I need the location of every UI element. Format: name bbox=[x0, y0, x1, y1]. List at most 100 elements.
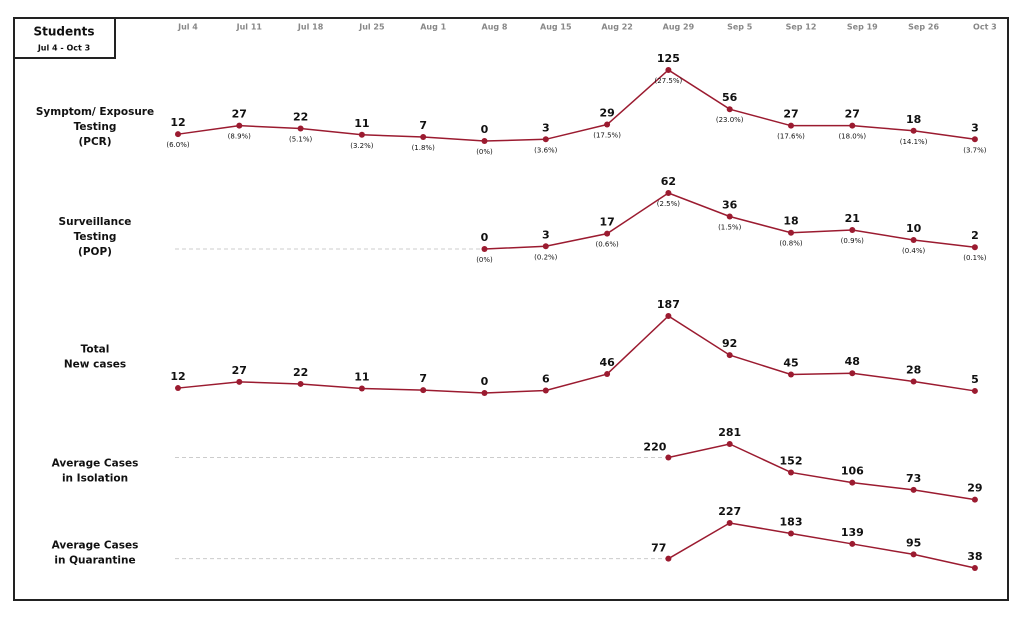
value-label: 7 bbox=[419, 372, 427, 385]
value-label: 11 bbox=[354, 370, 369, 383]
value-label: 77 bbox=[651, 542, 666, 555]
title-box bbox=[13, 17, 116, 59]
value-label: 3 bbox=[971, 121, 979, 134]
value-label: 2 bbox=[971, 229, 979, 242]
value-label: 125 bbox=[657, 52, 680, 65]
share-label: (0%) bbox=[476, 148, 493, 156]
point bbox=[726, 441, 733, 447]
value-label: 56 bbox=[722, 91, 738, 104]
share-label: (1.8%) bbox=[412, 144, 436, 152]
value-label: 21 bbox=[845, 212, 860, 225]
value-label: 27 bbox=[783, 108, 798, 121]
share-label: (1.5%) bbox=[718, 223, 742, 231]
point bbox=[726, 520, 733, 526]
point bbox=[788, 371, 794, 378]
x-tick-label: Oct 3 bbox=[973, 23, 997, 32]
value-label: 18 bbox=[783, 215, 798, 228]
x-tick-label: Jul 11 bbox=[236, 23, 263, 32]
value-label: 11 bbox=[354, 117, 369, 130]
value-label: 27 bbox=[845, 108, 860, 121]
x-tick-label: Aug 22 bbox=[601, 23, 633, 32]
point bbox=[910, 551, 917, 558]
value-label: 22 bbox=[293, 111, 308, 124]
share-label: (17.6%) bbox=[777, 133, 805, 141]
point bbox=[175, 131, 181, 138]
share-label: (14.1%) bbox=[900, 138, 928, 146]
value-label: 27 bbox=[232, 364, 247, 377]
share-label: (0.2%) bbox=[534, 253, 558, 261]
point bbox=[481, 390, 488, 396]
point bbox=[971, 387, 978, 394]
value-label: 38 bbox=[967, 550, 982, 563]
point bbox=[420, 134, 427, 141]
row-label-line: Symptom/ Exposure bbox=[36, 106, 154, 118]
point bbox=[910, 486, 917, 493]
point bbox=[788, 469, 794, 476]
value-label: 139 bbox=[841, 526, 864, 539]
point bbox=[420, 387, 427, 394]
point bbox=[971, 564, 978, 571]
share-label: (5.1%) bbox=[289, 136, 313, 144]
point bbox=[849, 122, 856, 129]
value-label: 62 bbox=[661, 175, 676, 188]
share-label: (8.9%) bbox=[228, 133, 252, 141]
share-label: (3.2%) bbox=[350, 142, 374, 150]
x-tick-label: Aug 1 bbox=[420, 23, 446, 32]
series-line bbox=[668, 443, 976, 501]
point bbox=[910, 378, 917, 385]
point bbox=[665, 190, 672, 196]
point bbox=[849, 227, 856, 234]
row-label-line: Average Cases bbox=[52, 458, 139, 470]
value-label: 227 bbox=[718, 505, 741, 518]
share-label: (3.6%) bbox=[534, 146, 558, 154]
value-label: 3 bbox=[542, 228, 550, 241]
point bbox=[726, 106, 733, 113]
point bbox=[910, 127, 917, 134]
value-label: 281 bbox=[718, 426, 741, 439]
share-label: (17.5%) bbox=[593, 132, 621, 140]
point bbox=[236, 378, 243, 385]
value-label: 17 bbox=[599, 216, 614, 229]
share-label: (0.9%) bbox=[841, 237, 865, 245]
share-label: (6.0%) bbox=[166, 141, 190, 149]
value-label: 3 bbox=[542, 121, 550, 134]
value-label: 22 bbox=[293, 366, 308, 379]
value-label: 0 bbox=[481, 375, 489, 388]
point bbox=[726, 352, 733, 359]
row-label-line: (POP) bbox=[78, 246, 112, 258]
share-label: (3.7%) bbox=[963, 146, 987, 154]
share-label: (0.8%) bbox=[779, 240, 803, 248]
x-tick-label: Sep 5 bbox=[727, 23, 753, 32]
value-label: 7 bbox=[419, 119, 427, 132]
point bbox=[910, 236, 917, 243]
value-label: 28 bbox=[906, 363, 921, 376]
value-label: 36 bbox=[722, 198, 738, 211]
point bbox=[788, 229, 794, 236]
point bbox=[849, 540, 856, 547]
point bbox=[849, 479, 856, 486]
row-label-line: Surveillance bbox=[59, 216, 132, 228]
value-label: 27 bbox=[232, 108, 247, 121]
x-tick-label: Jul 4 bbox=[177, 23, 198, 32]
share-label: (0.4%) bbox=[902, 247, 926, 255]
row-label-line: in Isolation bbox=[62, 473, 128, 485]
value-label: 0 bbox=[481, 231, 489, 244]
point bbox=[665, 454, 672, 461]
row-label-line: (PCR) bbox=[78, 136, 111, 148]
row-label-line: Total bbox=[81, 344, 110, 356]
share-label: (18.0%) bbox=[838, 133, 866, 141]
point bbox=[665, 555, 672, 562]
row-label: Total New cases bbox=[64, 344, 126, 371]
share-label: (0%) bbox=[476, 256, 493, 264]
value-label: 29 bbox=[599, 107, 614, 120]
point bbox=[849, 370, 856, 377]
point bbox=[175, 385, 181, 392]
row-label-line: New cases bbox=[64, 359, 126, 371]
subtitle: Jul 4 - Oct 3 bbox=[37, 44, 90, 53]
value-label: 48 bbox=[845, 355, 860, 368]
value-label: 29 bbox=[967, 482, 982, 495]
x-tick-label: Jul 25 bbox=[358, 23, 385, 32]
point bbox=[297, 125, 304, 132]
point bbox=[971, 496, 978, 503]
